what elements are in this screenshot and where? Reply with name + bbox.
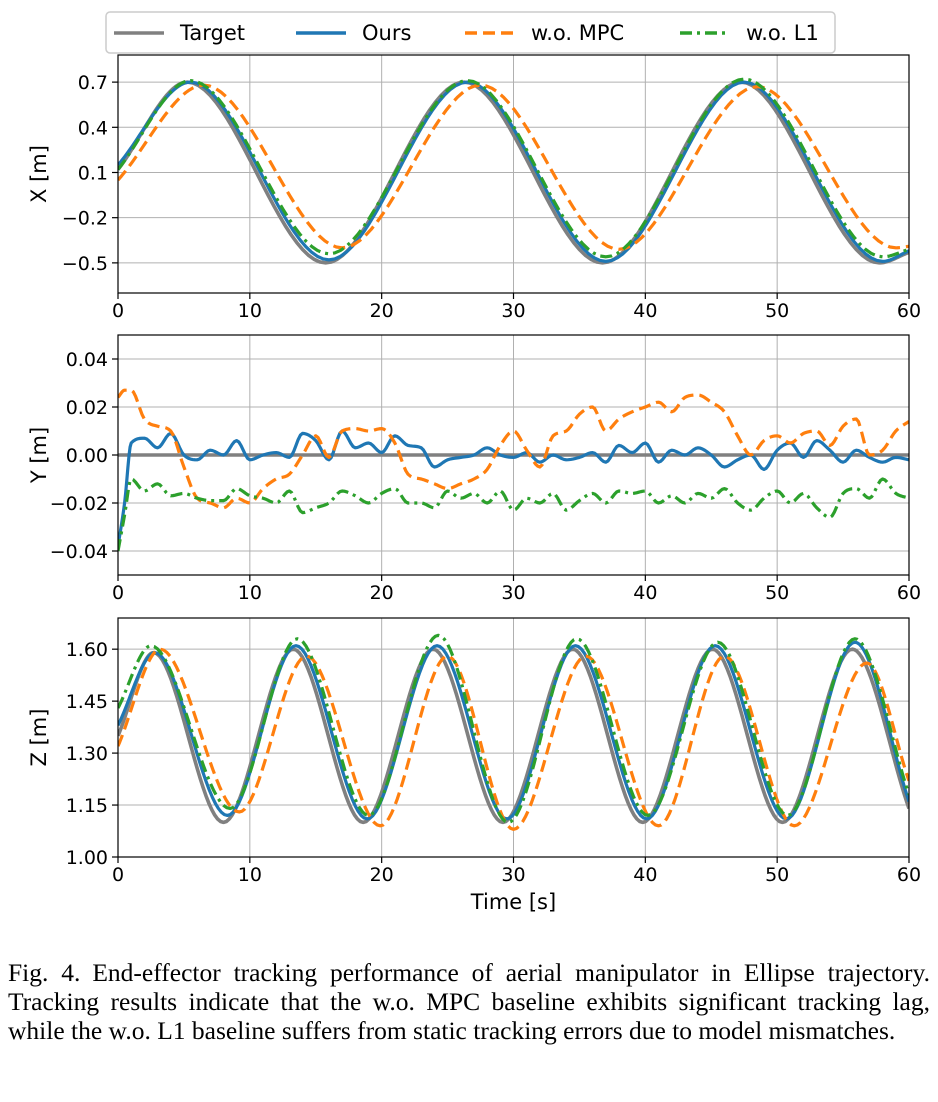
x-tick-label-y-1: 10 (238, 582, 262, 604)
x-tick-label-x-6: 60 (897, 300, 921, 322)
series-line-x-w-o-l1 (118, 77, 909, 259)
legend: Target Ours w.o. MPC w.o. L1 (105, 11, 836, 54)
legend-label-wo-l1: w.o. L1 (746, 21, 819, 45)
x-tick-label-z-6: 60 (897, 864, 921, 886)
x-tick-label-x-2: 20 (370, 300, 394, 322)
subplot-panels: 0 10 20 30 40 50 60 0.7 0.4 0.1 −0.2 −0.5 X [m] 0 10 20… (27, 54, 921, 886)
subplot-y: 0 10 20 30 40 50 60 0.04 0.02 0.00 −0.02 −0.04 Y [m] (27, 334, 921, 604)
series-line-y-ours (118, 429, 909, 547)
x-tick-label-y-0: 0 (112, 582, 124, 604)
legend-label-wo-mpc: w.o. MPC (531, 21, 624, 45)
y-tick-label-x-0: 0.7 (78, 72, 108, 94)
y-tick-label-x-4: −0.5 (62, 253, 108, 275)
x-tick-label-y-3: 30 (501, 582, 525, 604)
series-line-y-w-o-mpc (118, 388, 909, 510)
x-tick-label-x-1: 10 (238, 300, 262, 322)
x-tick-label-z-4: 40 (633, 864, 657, 886)
series-line-y-w-o-l1 (118, 477, 909, 552)
y-tick-label-y-2: 0.00 (66, 445, 108, 467)
x-tick-label-z-3: 30 (501, 864, 525, 886)
tracking-figure: Target Ours w.o. MPC w.o. L1 0 10 20 30 40 50… (27, 11, 921, 914)
y-tick-label-z-1: 1.45 (66, 691, 108, 713)
x-tick-label-z-1: 10 (238, 864, 262, 886)
x-tick-label-x-4: 40 (633, 300, 657, 322)
caption-text: End-effector tracking performance of aer… (8, 958, 930, 1045)
caption-label: Fig. 4. (8, 958, 81, 987)
x-tick-label-z-0: 0 (112, 864, 124, 886)
x-tick-label-y-5: 50 (765, 582, 789, 604)
y-tick-label-z-3: 1.15 (66, 795, 108, 817)
y-tick-label-z-2: 1.30 (66, 743, 108, 765)
y-tick-label-x-2: 0.1 (78, 162, 108, 184)
series-line-x-target (118, 80, 909, 265)
y-tick-label-y-1: 0.02 (66, 397, 108, 419)
x-tick-label-y-2: 20 (370, 582, 394, 604)
y-tick-label-z-0: 1.60 (66, 639, 108, 661)
subplot-z: 0 10 20 30 40 50 60 1.60 1.45 1.30 1.15 1.00 Z [m] (27, 617, 921, 886)
y-tick-label-y-0: 0.04 (66, 349, 108, 371)
x-tick-label-x-5: 50 (765, 300, 789, 322)
y-tick-label-x-1: 0.4 (78, 117, 108, 139)
figure-caption: Fig. 4. End-effector tracking performance… (8, 958, 930, 1045)
y-tick-label-x-3: −0.2 (62, 208, 108, 230)
x-tick-label-x-0: 0 (112, 300, 124, 322)
x-axis-label: Time [s] (470, 890, 556, 914)
y-tick-label-y-4: −0.04 (50, 541, 108, 563)
x-tick-label-z-5: 50 (765, 864, 789, 886)
x-tick-label-y-6: 60 (897, 582, 921, 604)
y-axis-label-y: Y [m] (27, 427, 51, 484)
subplot-x: 0 10 20 30 40 50 60 0.7 0.4 0.1 −0.2 −0.5 X [m] (27, 54, 921, 322)
x-tick-label-y-4: 40 (633, 582, 657, 604)
y-axis-label-z: Z [m] (27, 709, 51, 767)
legend-label-target: Target (179, 21, 245, 45)
x-tick-label-z-2: 20 (370, 864, 394, 886)
y-tick-label-y-3: −0.02 (50, 493, 108, 515)
y-tick-label-z-4: 1.00 (66, 847, 108, 869)
series-line-z-w-o-l1 (118, 633, 909, 824)
legend-label-ours: Ours (362, 21, 411, 45)
series-line-z-w-o-mpc (118, 647, 909, 831)
series-line-z-target (118, 647, 909, 825)
x-tick-label-x-3: 30 (501, 300, 525, 322)
y-axis-label-x: X [m] (27, 145, 51, 203)
